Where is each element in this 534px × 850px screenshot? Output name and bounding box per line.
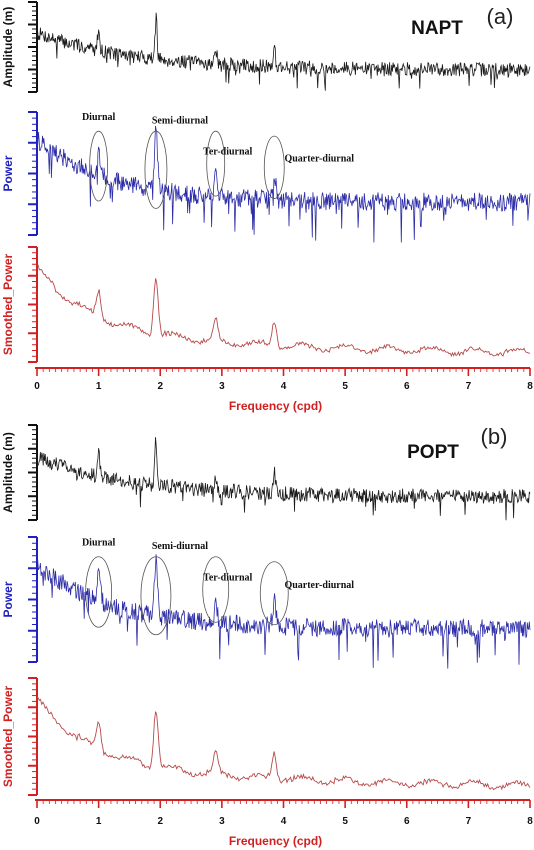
amplitude-ylabel: Amplitude (m) [1,7,15,88]
power-ylabel: Power [1,581,15,617]
x-tick-label: 1 [96,381,102,392]
annotation-label: Quarter-diurnal [284,580,354,591]
annotation-label: Diurnal [82,112,116,123]
x-tick-label: 2 [157,381,163,392]
amplitude-series-line [36,437,531,521]
x-tick-label: 6 [404,381,410,392]
power-series-line [36,554,531,669]
x-tick-label: 8 [527,381,533,392]
annotation-ellipse [89,130,109,202]
x-axis-label: Frequency (cpd) [229,834,322,848]
annotation-ellipse [202,556,230,623]
x-tick-label: 4 [281,816,287,827]
amplitude-ylabel: Amplitude (m) [1,432,15,513]
panel-label: (b) [481,424,508,449]
annotation-label: Semi-diurnal [152,541,208,552]
station-label: NAPT [411,18,463,39]
smoothed-power-series-line [36,696,531,791]
x-tick-label: 5 [342,816,348,827]
x-tick-label: 0 [34,816,40,827]
x-tick-label: 7 [466,816,472,827]
power-series-line [36,125,531,243]
power-ylabel: Power [1,155,15,191]
amplitude-subplot: Amplitude (m) [1,1,531,93]
smoothed-power-ylabel: Smoothed_Power [1,254,15,356]
x-tick-label: 3 [219,381,225,392]
power-subplot: Power [1,111,531,243]
panel-label: (a) [487,4,514,29]
annotation-ellipse [140,556,172,636]
x-tick-label: 4 [281,381,287,392]
annotation-ellipse [144,130,168,209]
annotation-label: Semi-diurnal [152,116,208,127]
annotation-ellipse [206,130,226,197]
x-axis-label: Frequency (cpd) [229,399,322,413]
x-tick-label: 2 [157,816,163,827]
annotation-label: Diurnal [82,537,116,548]
smoothed-power-ylabel: Smoothed_Power [1,686,15,788]
annotation-label: Quarter-diurnal [284,154,354,165]
x-tick-label: 0 [34,381,40,392]
smoothed-power-series-line [36,264,531,357]
power-subplot: Power [1,536,531,669]
x-tick-label: 5 [342,381,348,392]
x-tick-label: 6 [404,816,410,827]
annotation-ellipse [259,561,289,626]
panel-b: (b) POPT Amplitude (m) Power Smoothed_Power D… [1,424,533,848]
amplitude-subplot: Amplitude (m) [1,424,531,521]
annotation-label: Ter-diurnal [203,146,252,157]
x-tick-label: 1 [96,816,102,827]
annotation-ellipse [263,135,285,199]
station-label: POPT [407,442,459,463]
amplitude-series-line [36,12,531,91]
smoothed-power-subplot: Smoothed_Power [1,677,531,796]
annotation-label: Ter-diurnal [203,572,252,583]
x-tick-label: 7 [466,381,472,392]
x-tick-label: 8 [527,816,533,827]
annotation-ellipse [85,556,113,628]
x-tick-label: 3 [219,816,225,827]
smoothed-power-subplot: Smoothed_Power [1,246,531,363]
panel-a: (a) NAPT Amplitude (m) Power Smoothed_Power D… [1,1,533,413]
